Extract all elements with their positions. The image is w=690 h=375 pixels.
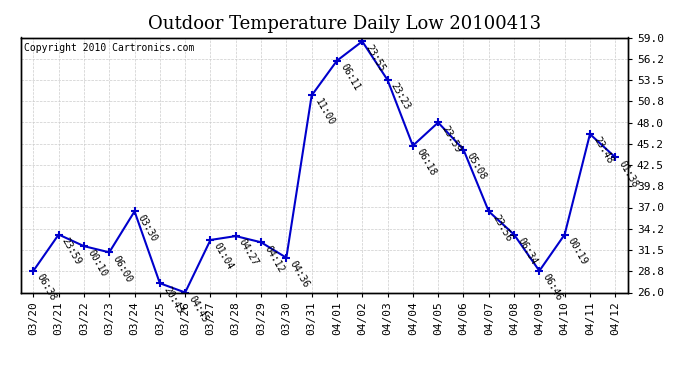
Text: 20:43: 20:43 [161, 285, 185, 315]
Text: Outdoor Temperature Daily Low 20100413: Outdoor Temperature Daily Low 20100413 [148, 15, 542, 33]
Text: 06:34: 06:34 [515, 236, 539, 266]
Text: 23:59: 23:59 [60, 236, 83, 266]
Text: 01:38: 01:38 [617, 159, 640, 189]
Text: 03:30: 03:30 [136, 213, 159, 243]
Text: 06:46: 06:46 [541, 272, 564, 303]
Text: 23:56: 23:56 [490, 213, 513, 243]
Text: 06:00: 06:00 [110, 254, 134, 284]
Text: 05:08: 05:08 [465, 151, 489, 182]
Text: 04:36: 04:36 [288, 259, 311, 290]
Text: 11:00: 11:00 [313, 97, 337, 127]
Text: 00:10: 00:10 [86, 248, 109, 278]
Text: 04:27: 04:27 [237, 237, 261, 268]
Text: 06:11: 06:11 [338, 62, 362, 93]
Text: 23:55: 23:55 [364, 43, 387, 73]
Text: 04:45: 04:45 [186, 294, 210, 324]
Text: 23:48: 23:48 [591, 135, 615, 166]
Text: 00:19: 00:19 [566, 236, 589, 266]
Text: 06:18: 06:18 [414, 147, 437, 177]
Text: 23:59: 23:59 [440, 124, 463, 154]
Text: 23:23: 23:23 [389, 81, 413, 112]
Text: Copyright 2010 Cartronics.com: Copyright 2010 Cartronics.com [23, 43, 194, 52]
Text: 01:04: 01:04 [212, 242, 235, 272]
Text: 04:12: 04:12 [262, 244, 286, 274]
Text: 06:38: 06:38 [34, 272, 58, 303]
